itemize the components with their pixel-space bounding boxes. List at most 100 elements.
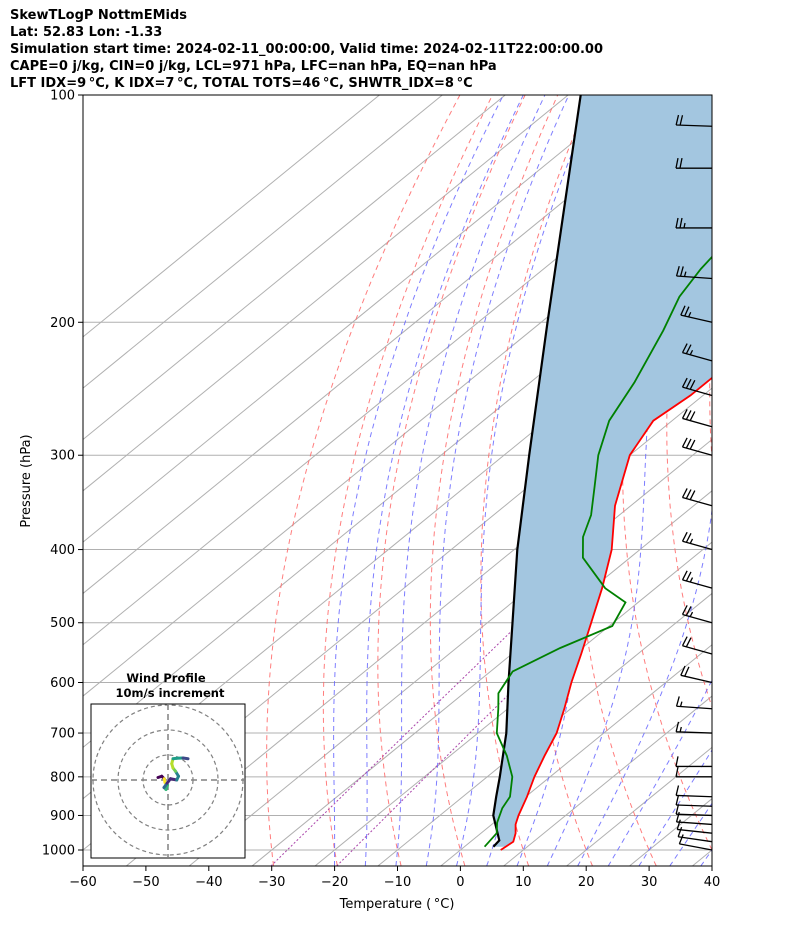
wind-barb	[681, 636, 713, 655]
wind-barb-flag	[685, 438, 692, 449]
wind-barb-half-flag	[683, 222, 686, 229]
wind-barb-half-flag	[689, 611, 694, 617]
wind-barb-staff	[679, 843, 713, 851]
wind-barb-flag	[685, 410, 692, 420]
wind-barb	[675, 217, 712, 229]
isotherm-line	[503, 695, 712, 866]
wind-barbs	[675, 114, 713, 851]
wind-barb-staff	[680, 674, 713, 684]
wind-barb-flag	[675, 696, 680, 707]
inset-content	[91, 704, 245, 858]
wind-barb-flag	[675, 114, 680, 126]
wind-barb-flag	[681, 409, 688, 419]
wind-barb-flag	[684, 306, 690, 317]
indices-text-2: LFT IDX=9 °C, K IDX=7 °C, TOTAL TOTS=46 …	[10, 76, 473, 91]
wind-barb-flag	[675, 265, 680, 277]
wind-profile-inset: Wind Profile 10m/s increment	[90, 671, 246, 859]
wind-barb	[675, 766, 712, 778]
x-tick-label: −60	[69, 875, 96, 890]
wind-barb-staff	[680, 314, 713, 323]
wind-barb-flag	[681, 636, 688, 647]
moist-adiabat-line	[333, 95, 504, 866]
wind-barb	[681, 343, 713, 362]
wind-barb-flag	[689, 411, 696, 421]
dry-adiabat-line	[751, 95, 794, 866]
x-tick-label: −10	[384, 875, 411, 890]
cin-shading	[493, 95, 712, 847]
wind-barb-staff	[682, 446, 713, 456]
wind-barb-flag	[685, 489, 692, 499]
wind-barb-half-flag	[688, 311, 692, 318]
x-tick-label: 0	[456, 875, 464, 890]
moist-adiabat-line	[456, 95, 597, 866]
wind-barb-half-flag	[689, 577, 694, 583]
x-tick-label: 30	[641, 875, 658, 890]
inset-subtitle: 10m/s increment	[116, 686, 225, 700]
wind-barb	[681, 570, 713, 589]
x-tick-label: 40	[704, 875, 721, 890]
x-tick-label: −40	[195, 875, 222, 890]
x-tick-label: −50	[132, 875, 159, 890]
wind-barb-flag	[675, 217, 679, 229]
isotherm-line	[314, 541, 712, 866]
wind-barb-staff	[682, 417, 713, 428]
wind-barb-flag	[678, 834, 684, 845]
wind-barb-flag	[685, 606, 692, 616]
wind-barb-flag	[675, 804, 680, 815]
wind-barb-staff	[682, 496, 713, 507]
wind-barb-staff	[682, 645, 713, 655]
x-axis-label: Temperature ( °C)	[339, 897, 455, 912]
wind-barb-staff	[676, 124, 713, 127]
isotherm-line	[251, 490, 712, 866]
x-tick-label: −20	[321, 875, 348, 890]
wind-barb-staff	[682, 579, 713, 589]
wind-barb-staff	[676, 804, 713, 807]
wind-barb	[681, 437, 713, 456]
chart-title: SkewTLogP NottmEMids	[10, 8, 188, 23]
wind-barb-half-flag	[689, 349, 694, 356]
moist-adiabat-line	[700, 849, 712, 866]
wind-barb	[675, 696, 713, 710]
dry-adiabat-line	[429, 95, 559, 866]
y-tick-label: 900	[50, 809, 75, 824]
wind-barb-flag	[675, 766, 679, 777]
wind-barb-flag	[681, 377, 688, 388]
cin-fill-layer	[493, 95, 712, 847]
indices-text-1: CAPE=0 j/kg, CIN=0 j/kg, LCL=971 hPa, LF…	[10, 59, 497, 74]
location-text: Lat: 52.83 Lon: -1.33	[10, 25, 163, 40]
wind-barb-flag	[685, 378, 692, 389]
isotherm-line	[83, 95, 380, 338]
dewpoint-profile-line	[483, 255, 712, 848]
wind-barb	[675, 785, 713, 798]
wind-barb	[675, 158, 712, 169]
wind-barb	[681, 377, 713, 397]
moist-adiabat-line	[425, 95, 570, 866]
y-tick-label: 400	[50, 543, 75, 558]
wind-barb	[675, 756, 712, 768]
x-tick-label: −30	[258, 875, 285, 890]
wind-barb	[677, 826, 713, 843]
dry-adiabat-line	[322, 95, 493, 866]
wind-barb-flag	[675, 721, 680, 732]
dry-adiabat-line	[709, 319, 712, 465]
wind-barb-staff	[682, 352, 713, 362]
wind-barb-staff	[682, 540, 713, 551]
wind-barb-flag	[689, 379, 696, 390]
wind-barb-staff	[682, 386, 713, 397]
wind-barb-flag	[689, 439, 696, 450]
isotherm-line	[83, 95, 443, 389]
mixing-ratio-line	[270, 628, 514, 866]
isotherm-line	[83, 95, 695, 595]
wind-barb-flag	[679, 158, 683, 169]
wind-barb-staff	[677, 828, 713, 834]
moist-adiabat-line	[395, 95, 546, 866]
x-tick-label: 10	[515, 875, 532, 890]
wind-barb-flag	[681, 343, 688, 353]
y-tick-label: 500	[50, 616, 75, 631]
x-tick-label: 20	[578, 875, 595, 890]
wind-barb-staff	[676, 275, 713, 280]
wind-barb	[675, 804, 713, 817]
y-tick-label: 200	[50, 316, 75, 331]
axes: −60 −50 −40 −30 −20 −10 0 10 20 30 40 1000 900 800 700…	[42, 89, 720, 891]
wind-barb	[681, 531, 713, 551]
